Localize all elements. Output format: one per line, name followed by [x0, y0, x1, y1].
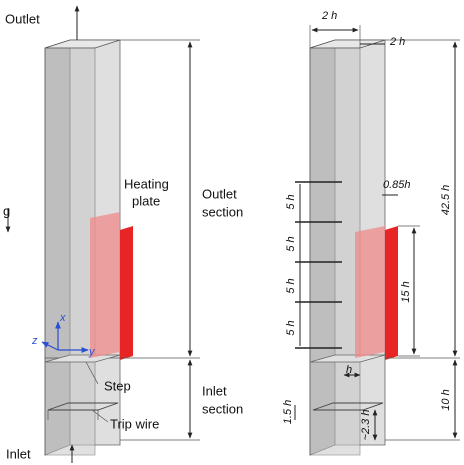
- label: g: [3, 203, 10, 218]
- dimension-label: 2 h: [321, 10, 337, 22]
- dimension-label: 1.5 h: [282, 400, 294, 424]
- dimension-label: 15 h: [400, 281, 412, 302]
- spacing-label: 5 h: [285, 236, 297, 251]
- dimension-label: ~2.3 h: [360, 410, 372, 441]
- axis-label: y: [88, 346, 96, 358]
- spacing-label: 5 h: [285, 194, 297, 209]
- label: Trip wire: [110, 416, 159, 431]
- left-duct: [44, 39, 133, 456]
- label: Inlet: [202, 383, 227, 398]
- label: section: [202, 204, 243, 219]
- axis-label: z: [31, 335, 38, 347]
- label: section: [202, 401, 243, 416]
- dimension-label: 10 h: [440, 389, 452, 410]
- spacing-label: 5 h: [285, 320, 297, 335]
- dimension-label: h: [346, 364, 352, 376]
- label: Step: [104, 378, 131, 393]
- axes: [41, 321, 89, 353]
- right-duct: [295, 39, 398, 456]
- label: Heating: [124, 176, 169, 191]
- dimensions: [294, 25, 460, 441]
- section-dimension: [120, 39, 200, 441]
- dimension-label: 2 h: [389, 36, 405, 48]
- label: Outlet: [5, 11, 40, 26]
- spacing-label: 5 h: [285, 278, 297, 293]
- label: Outlet: [202, 186, 237, 201]
- label: plate: [132, 193, 160, 208]
- dimension-label: 42.5 h: [440, 185, 452, 216]
- label: Inlet: [6, 446, 31, 461]
- dimension-label: 0.85h: [383, 179, 411, 191]
- axis-label: x: [59, 312, 66, 324]
